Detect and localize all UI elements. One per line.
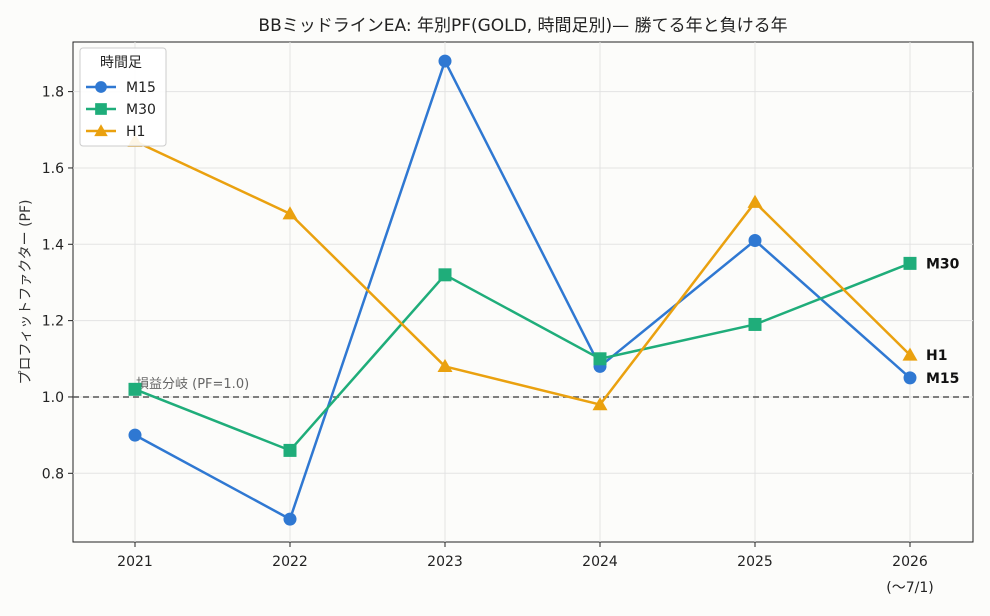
data-point <box>593 352 607 366</box>
y-tick-label: 1.6 <box>42 161 64 177</box>
series-line <box>134 59 911 521</box>
x-tick-label: 2024 <box>582 554 618 570</box>
data-point <box>128 428 142 442</box>
data-point <box>592 397 608 411</box>
y-tick-label: 1.8 <box>42 85 64 101</box>
series-layer <box>127 54 918 526</box>
x-tick-sublabel: (〜7/1) <box>886 580 933 596</box>
legend-label: M30 <box>126 102 156 118</box>
x-tick-label: 2022 <box>272 554 308 570</box>
y-tick-label: 1.0 <box>42 390 64 406</box>
legend-label: M15 <box>126 80 156 96</box>
x-axis-ticks: 2021 2022 2023 2024 2025 2026 (〜7/1) <box>117 542 934 596</box>
y-tick-label: 1.4 <box>42 237 64 253</box>
legend: 時間足 M15 M30 H1 <box>79 47 167 147</box>
breakeven-label: 損益分岐 (PF=1.0) <box>136 377 249 392</box>
y-axis-label: プロフィットファクター (PF) <box>18 199 34 384</box>
series-end-label: H1 <box>926 348 947 364</box>
data-point <box>438 54 452 68</box>
data-point <box>748 317 762 331</box>
series-line <box>134 140 911 406</box>
legend-item-m30: M30 <box>86 102 156 118</box>
series-end-label: M15 <box>926 371 959 387</box>
breakeven-reference: 損益分岐 (PF=1.0) <box>73 377 973 398</box>
series-line <box>134 262 911 452</box>
data-point <box>283 443 297 457</box>
y-tick-label: 1.2 <box>42 314 64 330</box>
series-end-label: M30 <box>926 256 960 272</box>
x-tick-label: 2023 <box>427 554 463 570</box>
series-end-labels: M15 M30 H1 <box>926 256 960 387</box>
data-point <box>902 347 918 361</box>
x-tick-label: 2026 <box>892 554 928 570</box>
data-point <box>282 206 298 220</box>
legend-box <box>79 47 167 147</box>
data-point <box>94 124 108 137</box>
data-point <box>748 233 762 247</box>
chart-title: BBミッドラインEA: 年別PF(GOLD, 時間足別)— 勝てる年と負ける年 <box>258 16 787 36</box>
data-point <box>747 194 763 208</box>
data-point <box>903 256 917 270</box>
series-m30 <box>128 256 917 457</box>
data-point <box>95 103 107 115</box>
legend-title: 時間足 <box>100 55 142 71</box>
plot-area <box>72 41 974 543</box>
x-tick-label: 2025 <box>737 554 773 570</box>
data-point <box>128 382 142 396</box>
data-point <box>95 81 107 93</box>
series-h1 <box>127 133 918 411</box>
legend-label: H1 <box>126 124 145 140</box>
y-tick-label: 0.8 <box>42 466 64 482</box>
data-point <box>437 358 453 373</box>
data-point <box>438 268 452 282</box>
legend-item-m15: M15 <box>86 80 156 96</box>
y-axis-ticks: 0.8 1.0 1.2 1.4 1.6 1.8 <box>42 85 73 482</box>
legend-item-h1: H1 <box>86 124 145 140</box>
series-m15 <box>128 54 917 526</box>
data-point <box>903 371 917 385</box>
data-point <box>283 512 297 526</box>
x-tick-label: 2021 <box>117 554 153 570</box>
